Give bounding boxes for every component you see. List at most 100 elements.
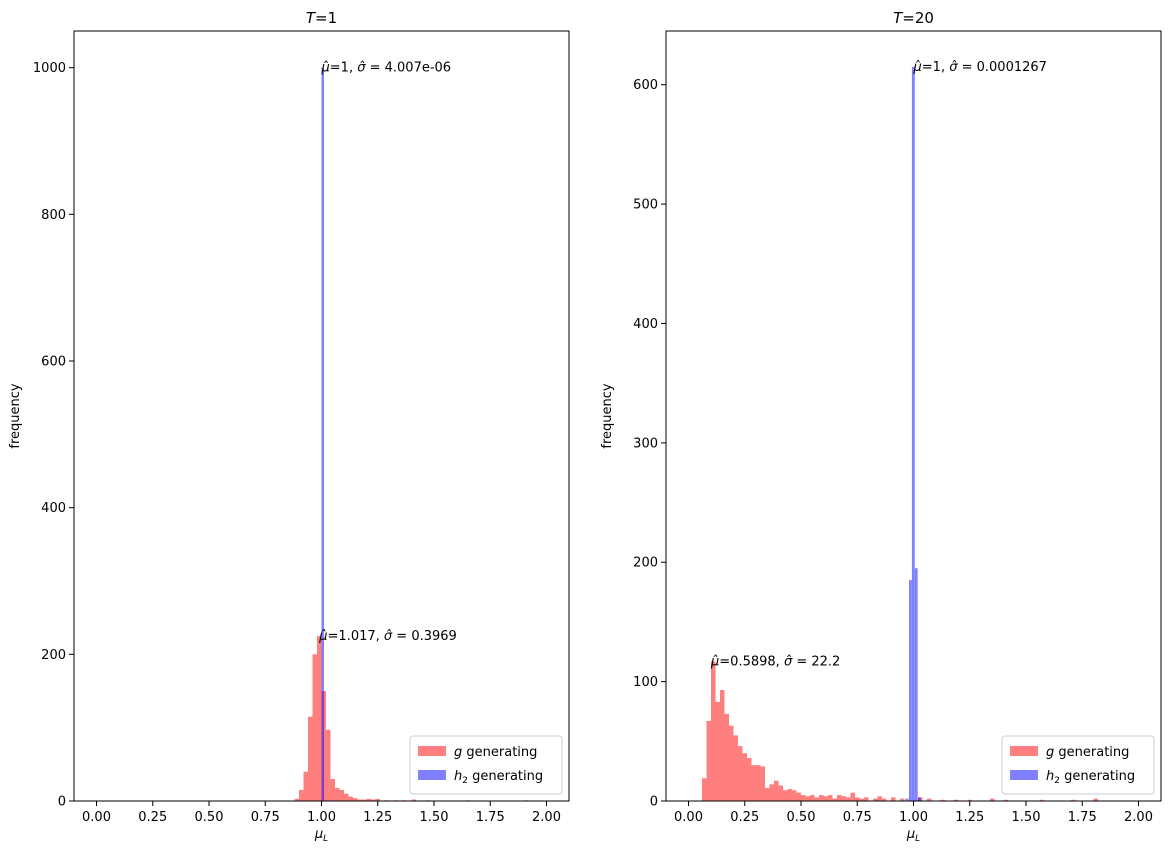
y-tick-label: 500 [633,198,658,213]
histogram-bar [366,798,371,801]
panel-title: T=20 [893,9,934,27]
histogram-bar [357,799,362,801]
histogram-bar [850,792,855,801]
x-tick-label: 0.25 [730,810,759,825]
x-tick-label: 0.75 [251,810,280,825]
histogram-bar [348,796,353,801]
histogram-bar [792,790,797,801]
x-tick-label: 0.00 [674,810,703,825]
x-tick-label: 0.75 [843,810,872,825]
y-axis-label: frequency [8,383,23,449]
histogram-bar [720,689,725,801]
sigma-hat-symbol: σ̂ [784,654,793,669]
sigma-hat-value: = 0.0001267 [957,60,1046,75]
histogram-bar [317,636,322,801]
histogram-bar [724,713,729,801]
legend-box [1001,735,1155,795]
histogram-bar [828,795,833,801]
histogram-bar [339,790,344,801]
histogram-bar [911,66,915,801]
stat-annotation: μ̂=0.5898, σ̂ = 22.2 [710,654,840,669]
legend-text-rest: generating [1054,745,1129,760]
histogram-bar [299,790,304,801]
x-tick-label: 1.00 [307,810,336,825]
bars-layer [702,66,1098,801]
histogram-bar [918,797,921,801]
xlabel-symbol: μ [906,827,915,842]
histogram-bar [335,787,340,801]
y-tick-label: 0 [650,795,658,810]
histogram-bar [1093,798,1098,801]
histogram-bar [877,796,882,801]
annotations-layer: μ̂=1, σ̂ = 0.0001267 μ̂=0.5898, σ̂ = 22.2 [710,60,1047,670]
legend-symbol: h [1046,769,1054,784]
mu-hat-symbol: μ̂ [321,61,330,76]
y-axis-label: frequency [600,383,615,449]
histogram-bar [760,766,765,801]
sigma-hat-symbol: σ̂ [357,61,366,76]
histogram-panel-t1: T=1 frequency μL 0.00 0.25 0.50 0.75 1.00 1.2… [8,9,570,844]
y-tick-label: 400 [633,317,658,332]
histogram-bar [855,797,860,801]
histogram-bar [954,799,959,801]
histogram-bar [303,771,308,801]
histogram-bar [967,799,972,801]
x-tick-label: 0.50 [195,810,224,825]
histogram-bar [353,798,358,801]
x-tick-label: 0.00 [82,810,111,825]
mu-hat-value: =1, [922,60,949,75]
title-value: =20 [902,9,934,27]
y-tick-label: 1000 [33,61,66,76]
y-tick-label: 100 [633,675,658,690]
histogram-bar [814,797,819,801]
y-tick-label: 200 [633,556,658,571]
y-tick-label: 400 [41,501,66,516]
stat-annotation: μ̂=1.017, σ̂ = 0.3969 [318,629,457,644]
legend-symbol: g [454,745,462,760]
histogram-bar [362,799,367,801]
histogram-bar [706,721,711,801]
ticks-layer: 0.00 0.25 0.50 0.75 1.00 1.25 1.50 1.75 2.00 0 200… [33,61,561,825]
plot-frame [665,30,1162,802]
histogram-bar [321,67,324,801]
y-tick-label: 200 [41,648,66,663]
legend-symbol: h [454,769,462,784]
mu-hat-symbol: μ̂ [913,60,922,75]
xlabel-subscript: L [915,834,920,844]
histogram-bar [747,758,752,801]
legend-label: h2 generating [1046,769,1135,786]
legend-swatch [1010,770,1038,780]
histogram-bar [742,753,747,801]
histogram-bar [326,729,331,801]
legend-label: g generating [454,745,537,760]
histogram-bar [859,798,864,801]
title-value: =1 [315,9,337,27]
histogram-bar [990,798,995,801]
y-tick-label: 600 [633,78,658,93]
histogram-bar [733,735,738,801]
histogram-bar [778,785,783,801]
sigma-hat-value: = 0.3969 [392,629,457,644]
legend-swatch [418,770,446,780]
legend-subscript: 2 [462,776,468,786]
sigma-hat-symbol: σ̂ [384,629,393,644]
histogram-bar [832,798,837,801]
histogram-bar [1003,799,1008,801]
mu-hat-value: =0.5898, [719,654,784,669]
histogram-bar [765,787,770,801]
bars-layer [294,67,529,801]
histogram-bar [375,798,380,801]
histogram-bar [801,795,806,801]
histogram-bar [715,701,720,801]
histogram-bar [914,568,918,801]
mu-hat-symbol: μ̂ [318,629,327,644]
histogram-bar [371,799,376,801]
legend-label: h2 generating [454,769,543,786]
x-tick-label: 1.50 [420,810,449,825]
x-tick-label: 1.75 [476,810,505,825]
sigma-hat-value: = 4.007e-06 [365,61,451,76]
legend-text-rest: generating [468,769,543,784]
histogram-bar [864,797,869,801]
xlabel-symbol: μ [314,827,323,842]
